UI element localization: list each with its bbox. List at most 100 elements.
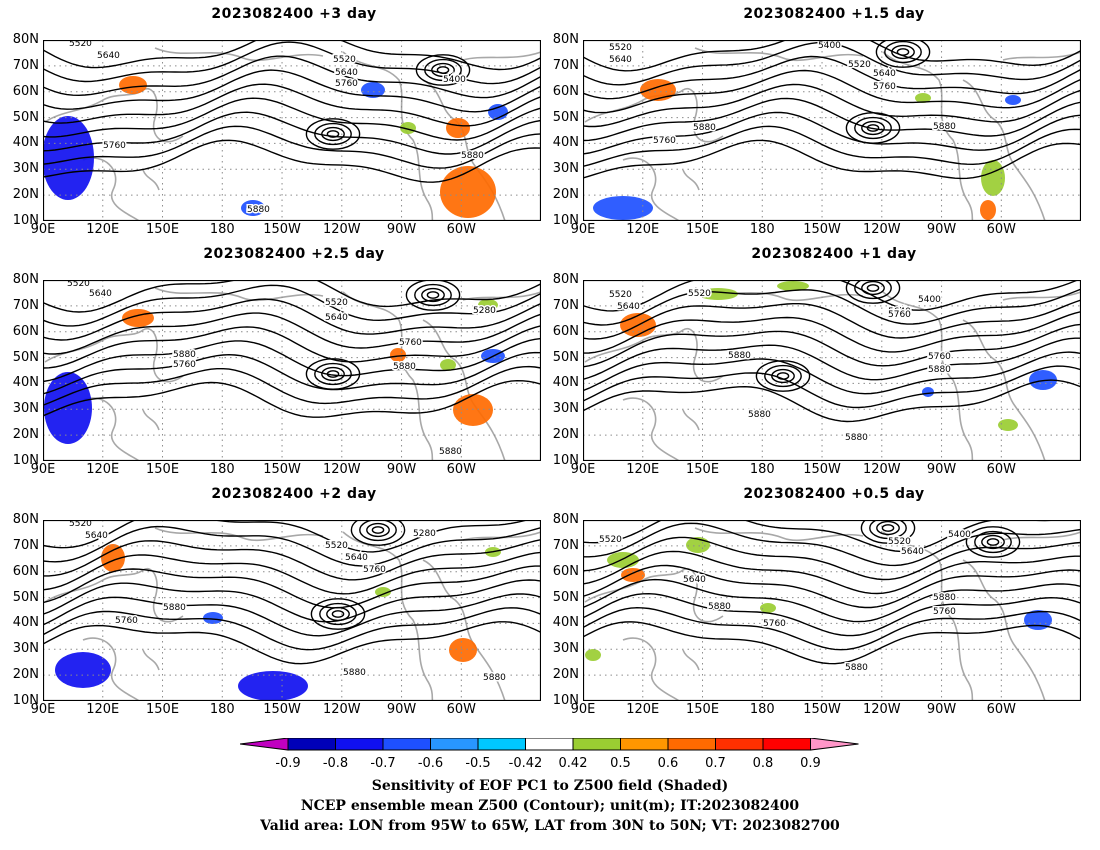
closed-contour <box>314 122 352 146</box>
contour-line <box>43 55 541 99</box>
contour-line <box>43 351 541 395</box>
colorbar-box <box>667 738 716 751</box>
sensitivity-patch <box>446 118 470 138</box>
colorbar-label: -0.42 <box>509 756 543 771</box>
contour-line <box>583 111 1081 155</box>
lat-tick-label: 70N <box>12 537 39 553</box>
contour-label: 5880 <box>708 602 731 612</box>
contour-line <box>43 579 541 623</box>
contour-label: 5880 <box>845 433 868 443</box>
contour-line <box>43 41 541 85</box>
coastline <box>154 527 324 542</box>
coastline <box>142 649 160 671</box>
lat-tick-label: 20N <box>12 187 39 203</box>
contour-line <box>43 69 541 113</box>
coastline <box>694 527 864 542</box>
panel-title: 2023082400 +2.5 day <box>203 246 385 262</box>
sensitivity-patch <box>203 612 223 624</box>
sensitivity-patch <box>400 122 416 134</box>
contour-label: 5760 <box>933 607 956 617</box>
sensitivity-patch <box>375 587 391 597</box>
lon-tick-label: 180 <box>749 462 775 477</box>
lon-tick-label: 120E <box>626 702 660 717</box>
contour-label: 5280 <box>473 306 496 316</box>
closed-contour <box>755 360 811 392</box>
lon-tick-label: 150E <box>146 702 180 717</box>
lon-tick-label: 120W <box>322 222 361 237</box>
lon-tick-label: 180 <box>209 222 235 237</box>
lon-tick-label: 90E <box>570 222 596 237</box>
contour-label: 5760 <box>653 136 676 146</box>
lat-tick-label: 40N <box>12 615 39 631</box>
contour-label: 5760 <box>399 338 422 348</box>
coastline <box>882 51 974 221</box>
contour-line <box>583 365 1081 409</box>
lat-tick-label: 50N <box>552 109 579 125</box>
contour-label: 5640 <box>85 531 108 541</box>
closed-contour <box>965 526 1021 558</box>
lat-tick-label: 80N <box>12 512 39 527</box>
contour-line <box>583 125 1081 167</box>
lon-tick-label: 90W <box>386 222 417 237</box>
lat-tick-label: 50N <box>552 589 579 605</box>
contour-lines <box>583 280 1081 423</box>
closed-contour <box>405 280 461 311</box>
closed-contour <box>845 112 901 144</box>
lat-tick-label: 10N <box>552 693 579 708</box>
colorbar-box <box>620 738 669 751</box>
contour-label: 5520 <box>599 535 622 545</box>
lon-tick-label: 150E <box>146 462 180 477</box>
contour-label: 5640 <box>873 69 896 79</box>
lon-tick-label: 150W <box>263 222 301 237</box>
contour-line <box>43 284 541 327</box>
contour-label: 5520 <box>609 290 632 300</box>
contour-line <box>43 337 541 383</box>
lon-tick-label: 120W <box>322 462 361 477</box>
contour-label: 5880 <box>461 151 484 161</box>
lat-tick-label: 70N <box>12 297 39 313</box>
lon-tick-label: 120E <box>86 702 120 717</box>
contour-line <box>43 312 541 355</box>
contour-line <box>583 55 1081 100</box>
lat-tick-label: 20N <box>12 667 39 683</box>
lat-tick-label: 50N <box>12 349 39 365</box>
sensitivity-patch <box>698 288 738 300</box>
sensitivity-patch <box>238 671 308 701</box>
map-frame <box>583 280 1081 461</box>
sensitivity-patch <box>55 652 111 688</box>
lon-tick-label: 150W <box>263 702 301 717</box>
contour-line <box>583 522 1081 567</box>
closed-contour <box>764 364 802 388</box>
contour-label: 5280 <box>413 529 436 539</box>
panel-title: 2023082400 +1 day <box>751 246 917 262</box>
contour-label: 5760 <box>928 352 951 362</box>
colorbar-box <box>287 738 336 751</box>
contour-line <box>583 337 1081 381</box>
closed-contour <box>854 280 892 300</box>
contour-line <box>583 288 1081 326</box>
lat-tick-label: 80N <box>552 512 579 527</box>
coastline <box>342 291 434 461</box>
lon-tick-label: 180 <box>749 702 775 717</box>
coastline <box>462 51 541 61</box>
sensitivity-patch <box>1005 95 1021 105</box>
closed-contour <box>881 524 895 532</box>
lon-tick-label: 90E <box>30 462 56 477</box>
contour-line <box>583 351 1081 395</box>
lon-tick-label: 90E <box>570 462 596 477</box>
closed-contour <box>421 287 445 303</box>
contour-line <box>583 83 1081 128</box>
contour-line <box>583 69 1081 114</box>
closed-contour <box>771 368 795 384</box>
contour-line <box>43 111 541 155</box>
panel-title: 2023082400 +0.5 day <box>743 486 925 502</box>
lon-tick-label: 90W <box>926 462 957 477</box>
coastline <box>342 51 434 221</box>
coastline <box>682 169 700 191</box>
contour-label: 5880 <box>845 663 868 673</box>
contour-label: 5880 <box>173 350 196 360</box>
contour-line <box>583 592 1081 637</box>
sensitivity-patch <box>760 603 776 613</box>
